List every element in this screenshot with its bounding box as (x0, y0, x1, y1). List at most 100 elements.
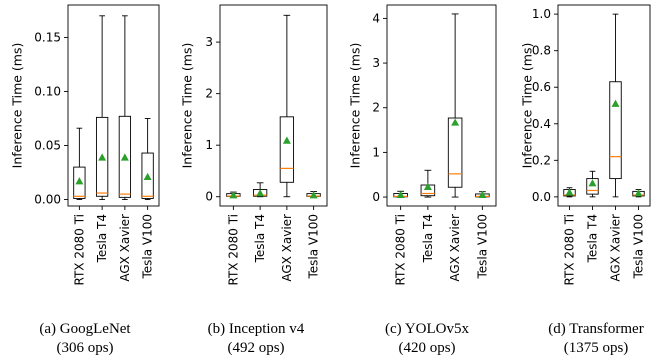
box-0: RTX 2080 Ti (563, 187, 577, 285)
caption-c: (c) YOLOv5x (420 ops) (352, 320, 502, 358)
y-tick-label: 0 (372, 190, 380, 204)
mean-marker (565, 188, 574, 196)
panel-3: 0.0 0.2 0.4 0.6 0.8 1.0 Inference Time (ms) RTX… (520, 4, 651, 285)
x-tick-label: Tesla V100 (307, 214, 321, 280)
box-3: Tesla V100 (475, 190, 490, 280)
y-tick-label: 0 (205, 190, 213, 204)
x-tick-label: Tesla T4 (95, 214, 109, 263)
mean-marker (229, 191, 238, 199)
iqr-box (118, 115, 132, 198)
box-1: Tesla T4 (420, 169, 436, 263)
y-tick-label: 0.2 (532, 153, 551, 167)
box-2: AGX Xavier (279, 14, 295, 282)
iqr-box (586, 178, 599, 195)
box-0: RTX 2080 Ti (226, 191, 241, 285)
y-axis-label: Inference Time (ms) (520, 43, 535, 169)
caption-d-title: (d) Transformer (548, 321, 644, 337)
panel-2: 0 1 2 3 4 Inference Time (ms) RTX 2080 Ti Tesla… (348, 4, 497, 285)
y-tick-label: 1.0 (532, 7, 551, 21)
box-2: AGX Xavier (609, 13, 623, 282)
panel-1: 0 1 2 3 Inference Time (ms) RTX 2080 Ti Tesla … (180, 4, 328, 285)
mean-marker (98, 153, 107, 161)
iqr-box (447, 117, 463, 188)
box-2: AGX Xavier (118, 15, 132, 282)
mean-marker (143, 172, 152, 181)
x-tick-label: Tesla T4 (253, 214, 267, 263)
y-tick-label: 0.05 (34, 138, 61, 152)
box-0: RTX 2080 Ti (393, 190, 408, 285)
caption-c-ops: (420 ops) (398, 340, 456, 356)
y-tick-label: 4 (372, 11, 380, 25)
x-tick-label: Tesla V100 (632, 214, 646, 280)
y-tick-label: 0.8 (532, 44, 551, 58)
caption-b: (b) Inception v4 (492 ops) (181, 320, 331, 358)
mean-marker (282, 136, 291, 144)
caption-a: (a) GoogLeNet (306 ops) (10, 320, 160, 358)
x-tick-label: Tesla V100 (141, 214, 155, 280)
y-tick-label: 2 (205, 87, 213, 101)
box-3: Tesla V100 (632, 189, 646, 280)
mean-marker (396, 190, 405, 199)
iqr-box (609, 81, 622, 180)
y-tick-label: 1 (372, 145, 380, 159)
mean-marker (451, 118, 460, 126)
caption-b-title: (b) Inception v4 (207, 321, 305, 337)
caption-a-title: (a) GoogLeNet (39, 321, 131, 337)
y-tick-label: 0.6 (532, 80, 551, 94)
y-tick-label: 0.4 (532, 117, 551, 131)
x-tick-label: AGX Xavier (448, 214, 462, 282)
iqr-box (95, 116, 109, 197)
iqr-box (73, 166, 86, 199)
x-tick-label: AGX Xavier (118, 214, 132, 282)
box-0: RTX 2080 Ti (72, 127, 86, 285)
caption-d: (d) Transformer (1375 ops) (521, 320, 664, 358)
mean-marker (309, 191, 318, 199)
mean-marker (256, 189, 265, 197)
y-tick-label: 3 (205, 35, 213, 49)
x-tick-label: Tesla V100 (475, 214, 489, 280)
y-axis-label: Inference Time (ms) (180, 43, 195, 169)
mean-marker (478, 190, 487, 199)
box-1: Tesla T4 (586, 170, 600, 263)
y-tick-label: 1 (205, 138, 213, 152)
y-tick-label: 0.00 (34, 193, 61, 207)
mean-marker (120, 153, 129, 161)
y-tick-label: 0.0 (532, 190, 551, 204)
x-tick-label: AGX Xavier (609, 214, 623, 282)
box-2: AGX Xavier (447, 13, 463, 282)
plot-frame (557, 4, 651, 207)
box-3: Tesla V100 (141, 118, 155, 280)
x-tick-label: RTX 2080 Ti (72, 214, 86, 285)
box-3: Tesla V100 (306, 191, 321, 280)
x-tick-label: Tesla T4 (421, 214, 435, 263)
caption-c-title: (c) YOLOv5x (384, 321, 469, 337)
mean-marker (634, 189, 643, 197)
mean-marker (611, 99, 620, 107)
y-tick-label: 3 (372, 56, 380, 70)
x-tick-label: AGX Xavier (280, 214, 294, 282)
plot-frame (219, 4, 328, 207)
caption-d-ops: (1375 ops) (563, 340, 629, 356)
iqr-box (141, 152, 154, 199)
box-1: Tesla T4 (95, 15, 109, 263)
plot-frame (67, 4, 160, 207)
x-tick-label: RTX 2080 Ti (226, 214, 240, 285)
x-tick-label: RTX 2080 Ti (563, 214, 577, 285)
panel-0: 0.00 0.05 0.10 0.15 Inference Time (ms) RTX 2… (10, 4, 160, 285)
mean-marker (588, 179, 597, 187)
y-tick-label: 0.10 (34, 84, 61, 98)
mean-marker (75, 177, 84, 185)
y-axis-label: Inference Time (ms) (10, 43, 25, 169)
box-1: Tesla T4 (252, 182, 268, 263)
x-tick-label: RTX 2080 Ti (394, 214, 408, 285)
caption-b-ops: (492 ops) (227, 340, 285, 356)
mean-marker (423, 182, 432, 190)
y-axis-label: Inference Time (ms) (348, 43, 363, 169)
iqr-box (279, 116, 295, 183)
x-tick-label: Tesla T4 (586, 214, 600, 263)
plot-frame (386, 4, 497, 207)
y-tick-label: 0.15 (34, 30, 61, 44)
y-tick-label: 2 (372, 101, 380, 115)
caption-a-ops: (306 ops) (56, 340, 114, 356)
